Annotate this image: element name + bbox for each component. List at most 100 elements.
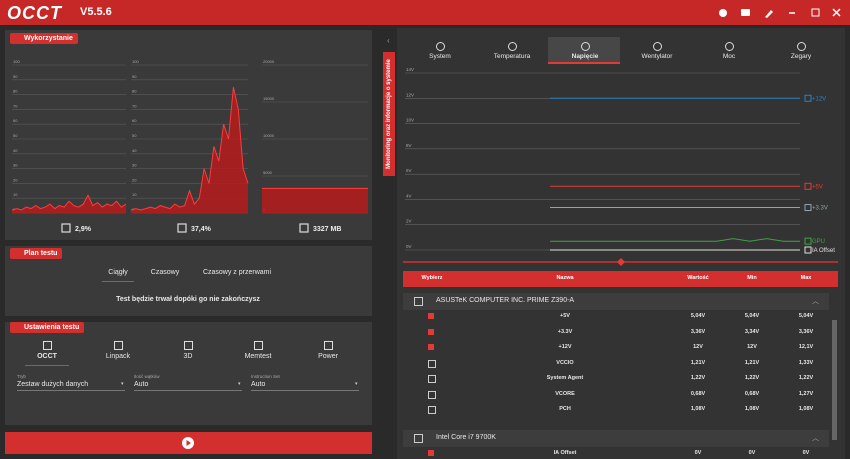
stat-icon (177, 223, 187, 233)
checkbox[interactable] (428, 313, 434, 319)
column-header: Nazwa (556, 275, 574, 281)
tab-icon[interactable] (797, 42, 806, 51)
cell: 1,22V (744, 375, 760, 381)
plan-panel (5, 246, 372, 316)
cell: 12V (747, 344, 757, 350)
field-value[interactable]: Auto (134, 381, 149, 388)
monitor-tab[interactable]: Napięcie (571, 53, 599, 60)
test-label[interactable]: Power (318, 353, 338, 360)
test-label[interactable]: Memtest (244, 353, 272, 360)
cell: 3,34V (744, 328, 760, 335)
checkbox[interactable] (428, 449, 434, 456)
field-label: Instruction Set (251, 374, 280, 379)
column-header: Wartość (687, 275, 709, 281)
tab-icon[interactable] (508, 42, 517, 51)
cell: +5V (560, 313, 570, 319)
cell: 1,33V (798, 359, 814, 366)
monitor-tab[interactable]: Zegary (790, 53, 812, 60)
cell: 5,04V (798, 313, 814, 319)
y-tick-label: 90 (132, 74, 137, 79)
collapse-arrow[interactable]: ‹ (387, 36, 390, 45)
tab-icon[interactable] (653, 42, 662, 51)
dropdown-arrow: ▾ (121, 381, 124, 387)
active-underline (25, 365, 69, 366)
test-icon[interactable] (43, 341, 52, 350)
plan-description: Test będzie trwał dopóki go nie zakończy… (116, 296, 260, 303)
group-name: ASUSTeK COMPUTER INC. PRIME Z390-A (436, 297, 575, 304)
y-tick-label: 50 (132, 133, 137, 138)
y-tick-label: 40 (132, 148, 137, 153)
monitor-tab[interactable]: Wentylator (641, 53, 673, 60)
monitor-tab[interactable]: Temperatura (493, 53, 531, 60)
slider-handle (617, 258, 625, 266)
monitor-tab[interactable]: System (429, 53, 451, 60)
test-label[interactable]: OCCT (37, 353, 57, 360)
y-tick-label: 60 (13, 118, 18, 123)
tab-icon[interactable] (581, 42, 590, 51)
cell: 1,08V (798, 406, 814, 412)
y-tick-label: 5000 (263, 170, 273, 175)
field-value[interactable]: Zestaw dużych danych (17, 381, 89, 388)
checkbox[interactable] (428, 375, 436, 383)
collapse-icon[interactable]: ︿ (812, 298, 819, 305)
voltage-line (550, 238, 800, 242)
group-name: Intel Core i7 9700K (436, 433, 496, 441)
y-tick-label: 100 (13, 59, 20, 64)
plan-tab[interactable]: Czasowy z przerwami (202, 269, 272, 276)
tab-icon[interactable] (436, 42, 445, 51)
test-icon[interactable] (114, 341, 123, 350)
monitor-tab[interactable]: Moc (722, 53, 736, 60)
cell: 3,36V (690, 328, 706, 335)
y-tick-label: 14V (406, 67, 414, 72)
y-tick-label: 90 (13, 74, 18, 79)
cell: 1,22V (690, 375, 706, 381)
camera-icon[interactable] (741, 9, 750, 16)
close[interactable] (832, 8, 841, 17)
cell: 1,27V (798, 390, 814, 397)
checkbox[interactable] (428, 328, 434, 335)
checkbox[interactable] (428, 359, 436, 368)
y-tick-label: 20000 (263, 59, 275, 64)
cell: 12,1V (798, 344, 814, 350)
tab-icon[interactable] (725, 42, 734, 51)
field-label: Tryb (17, 374, 26, 379)
cell: 5,04V (744, 313, 760, 319)
test-icon[interactable] (254, 341, 263, 350)
test-label[interactable]: Linpack (105, 353, 131, 360)
cell: 0,68V (690, 390, 706, 397)
plan-tab[interactable]: Ciągły (108, 269, 128, 276)
test-icon[interactable] (324, 341, 333, 350)
y-tick-label: 10000 (263, 133, 275, 138)
legend-label: IA Offset (812, 248, 835, 254)
version: V5.5.6 (80, 6, 112, 18)
checkbox[interactable] (428, 344, 434, 350)
legend-swatch (804, 94, 812, 102)
info-icon[interactable] (719, 9, 727, 17)
y-tick-label: 15000 (263, 96, 275, 101)
side-tab[interactable] (383, 52, 395, 176)
test-icon[interactable] (184, 341, 193, 350)
cell: 0V (748, 449, 756, 456)
legend-swatch (804, 204, 812, 212)
title-bar (0, 0, 850, 25)
usage-area (262, 188, 368, 213)
collapse-icon[interactable]: ︿ (812, 434, 819, 442)
cell: 0,68V (744, 390, 760, 397)
stat-value: 3327 MB (313, 226, 341, 233)
cell: 5,04V (690, 313, 706, 319)
plan-tab[interactable]: Czasowy (150, 269, 180, 276)
active-underline (102, 281, 134, 282)
y-tick-label: 2V (406, 219, 412, 224)
test-label[interactable]: 3D (183, 353, 193, 360)
scrollbar[interactable] (832, 320, 837, 440)
field-underline (17, 390, 125, 391)
settings-icon[interactable] (765, 10, 773, 18)
usage-line (11, 194, 127, 211)
restore[interactable] (811, 8, 820, 17)
checkbox[interactable] (428, 406, 436, 414)
checkbox[interactable] (428, 390, 436, 399)
field-underline (251, 390, 359, 391)
field-value[interactable]: Auto (251, 381, 266, 388)
legend-label: +3.3V (812, 206, 828, 212)
column-header: Max (800, 275, 812, 281)
